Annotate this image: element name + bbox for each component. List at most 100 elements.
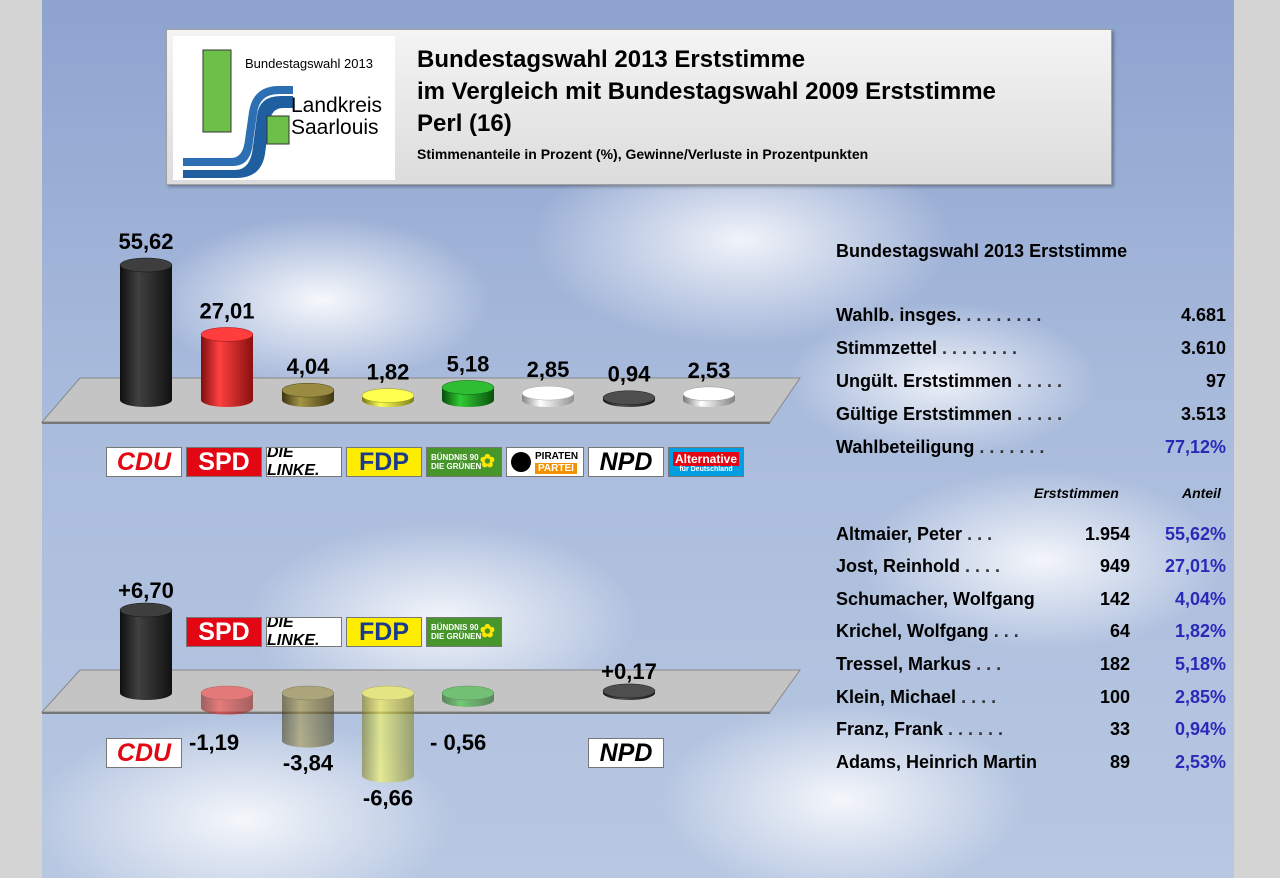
logo-piraten-text-2: PARTEI xyxy=(535,463,577,474)
stat-row: Ungült. Erststimmen ..... 97 xyxy=(836,371,1226,397)
logo-spd-2-text: SPD xyxy=(198,617,250,646)
logo-linke-text: DIE LINKE. xyxy=(267,447,320,477)
stat-label: Stimmzettel ........ xyxy=(836,338,1023,358)
candidate-row: Klein, Michael .... 100 2,85% xyxy=(836,687,1226,713)
stat-dots: ........ xyxy=(966,305,1047,325)
candidate-dots: ... xyxy=(976,654,1007,674)
col-anteil: Anteil xyxy=(1182,485,1221,501)
logo-cdu-text: CDU xyxy=(116,447,172,476)
chart2-bar-top xyxy=(119,602,173,618)
col-erststimmen: Erststimmen xyxy=(1034,485,1119,501)
candidate-share: 1,82% xyxy=(1174,621,1226,641)
logo-text-top: Bundestagswahl 2013 xyxy=(245,56,373,71)
candidate-row: Adams, Heinrich Martin 89 2,53% xyxy=(836,752,1226,778)
logo-afd-text-1: Alternative xyxy=(672,451,740,466)
stat-row: Wahlb. insges. ........ 4.681 xyxy=(836,305,1226,331)
candidate-votes: 1.954 xyxy=(1084,524,1130,544)
logo-gruene-2-text-2: DIE GRÜNEN xyxy=(431,632,482,641)
candidate-row: Krichel, Wolfgang ... 64 1,82% xyxy=(836,621,1226,647)
landkreis-logo: Bundestagswahl 2013 Landkreis Saarlouis xyxy=(173,36,395,180)
stat-label: Gültige Erststimmen ..... xyxy=(836,404,1068,424)
chart1-bar-top xyxy=(682,386,736,402)
candidate-votes: 64 xyxy=(1109,621,1130,641)
stat-dots: ..... xyxy=(1017,404,1068,424)
logo-gruene-text-1: BÜNDNIS 90 xyxy=(431,453,479,462)
logo-spd: SPD xyxy=(186,447,262,477)
candidate-row: Schumacher, Wolfgang 142 4,04% xyxy=(836,589,1226,615)
chart2-bar-body xyxy=(362,693,414,776)
candidate-row: Tressel, Markus ... 182 5,18% xyxy=(836,654,1226,680)
stat-row: Stimmzettel ........ 3.610 xyxy=(836,338,1226,364)
chart2-value-label: +0,17 xyxy=(601,659,657,684)
stat-dots: ....... xyxy=(979,437,1050,457)
page-title-1: Bundestagswahl 2013 Erststimme xyxy=(417,46,806,73)
chart2-bar-base xyxy=(362,768,414,783)
stat-row: Gültige Erststimmen ..... 3.513 xyxy=(836,404,1226,430)
logo-afd: Alternative für Deutschland xyxy=(668,447,744,477)
logo-linke-2: DIE LINKE. xyxy=(266,617,342,647)
chart1-bar xyxy=(602,390,656,407)
stat-dots: ..... xyxy=(1017,371,1068,391)
chart1-value-label: 1,82 xyxy=(367,360,410,385)
stat-label: Ungült. Erststimmen ..... xyxy=(836,371,1068,391)
chart2-bar-body xyxy=(282,693,334,741)
chart1-bar xyxy=(361,388,415,407)
chart1-value-label: 4,04 xyxy=(287,354,331,379)
logo-npd: NPD xyxy=(588,447,664,477)
left-margin xyxy=(0,0,42,878)
chart2-bar xyxy=(281,685,335,748)
chart2-bar xyxy=(441,685,495,707)
chart2-bar-body xyxy=(120,610,172,693)
chart1-value-label: 55,62 xyxy=(118,229,173,254)
candidate-name: Altmaier, Peter ... xyxy=(836,524,998,544)
candidate-share: 0,94% xyxy=(1174,719,1226,739)
logo-fdp-2: FDP xyxy=(346,617,422,647)
chart-erststimme-2013: 55,62 27,01 4,04 1,82 5,18 2,85 0,94 2,53 xyxy=(118,229,736,407)
logo-spd-text: SPD xyxy=(198,447,250,476)
chart1-bar-body xyxy=(120,265,172,400)
candidate-votes: 142 xyxy=(1099,589,1130,609)
stats-title: Bundestagswahl 2013 Erststimme xyxy=(836,241,1128,261)
chart1-bar-base xyxy=(120,393,172,407)
chart1-bar-top xyxy=(361,388,415,403)
candidate-row: Franz, Frank ...... 33 0,94% xyxy=(836,719,1226,745)
chart2-bar-top xyxy=(602,683,656,699)
candidate-name: Adams, Heinrich Martin xyxy=(836,752,1038,772)
candidate-dots: .... xyxy=(965,556,1006,576)
logo-linke: DIE LINKE. xyxy=(266,447,342,477)
logo-text-saarlouis: Saarlouis xyxy=(291,116,379,139)
logo-gruene-2: BÜNDNIS 90 DIE GRÜNEN ✿ xyxy=(426,617,502,647)
chart2-bar-top xyxy=(361,685,415,701)
logo-gruene-text-2: DIE GRÜNEN xyxy=(431,462,482,471)
page-subtitle: Stimmenanteile in Prozent (%), Gewinne/V… xyxy=(417,146,869,162)
candidate-votes: 949 xyxy=(1099,556,1130,576)
candidate-name: Jost, Reinhold .... xyxy=(836,556,1006,576)
logo-cdu-2-text: CDU xyxy=(116,738,172,767)
chart2-value-label: -1,19 xyxy=(189,730,239,755)
chart2-value-label: - 0,56 xyxy=(430,730,486,755)
candidate-share: 4,04% xyxy=(1174,589,1226,609)
candidate-name: Klein, Michael .... xyxy=(836,687,1002,707)
chart1-value-label: 0,94 xyxy=(608,362,652,387)
candidate-dots: ... xyxy=(993,621,1024,641)
logo-piraten: PIRATEN PARTEI xyxy=(506,447,584,477)
sunflower-icon: ✿ xyxy=(479,451,495,471)
chart1-bar-top xyxy=(521,385,575,401)
chart1-bar xyxy=(200,327,254,407)
candidate-votes: 182 xyxy=(1099,654,1130,674)
chart1-bar-top xyxy=(602,390,656,405)
chart2-value-label: -3,84 xyxy=(283,751,334,776)
candidate-share: 2,85% xyxy=(1174,687,1226,707)
chart2-bar xyxy=(602,683,656,700)
chart1-bar xyxy=(682,386,736,407)
logo-spd-2: SPD xyxy=(186,617,262,647)
chart1-bar-top xyxy=(281,382,335,398)
chart1-bar-top xyxy=(441,380,495,395)
right-margin xyxy=(1234,0,1280,878)
chart2-bar-top xyxy=(200,685,254,701)
logo-gruene-2-text-1: BÜNDNIS 90 xyxy=(431,623,479,632)
page-title-3: Perl (16) xyxy=(417,110,512,137)
header-panel: Bundestagswahl 2013 Landkreis Saarlouis … xyxy=(166,29,1112,185)
candidate-share: 2,53% xyxy=(1174,752,1226,772)
